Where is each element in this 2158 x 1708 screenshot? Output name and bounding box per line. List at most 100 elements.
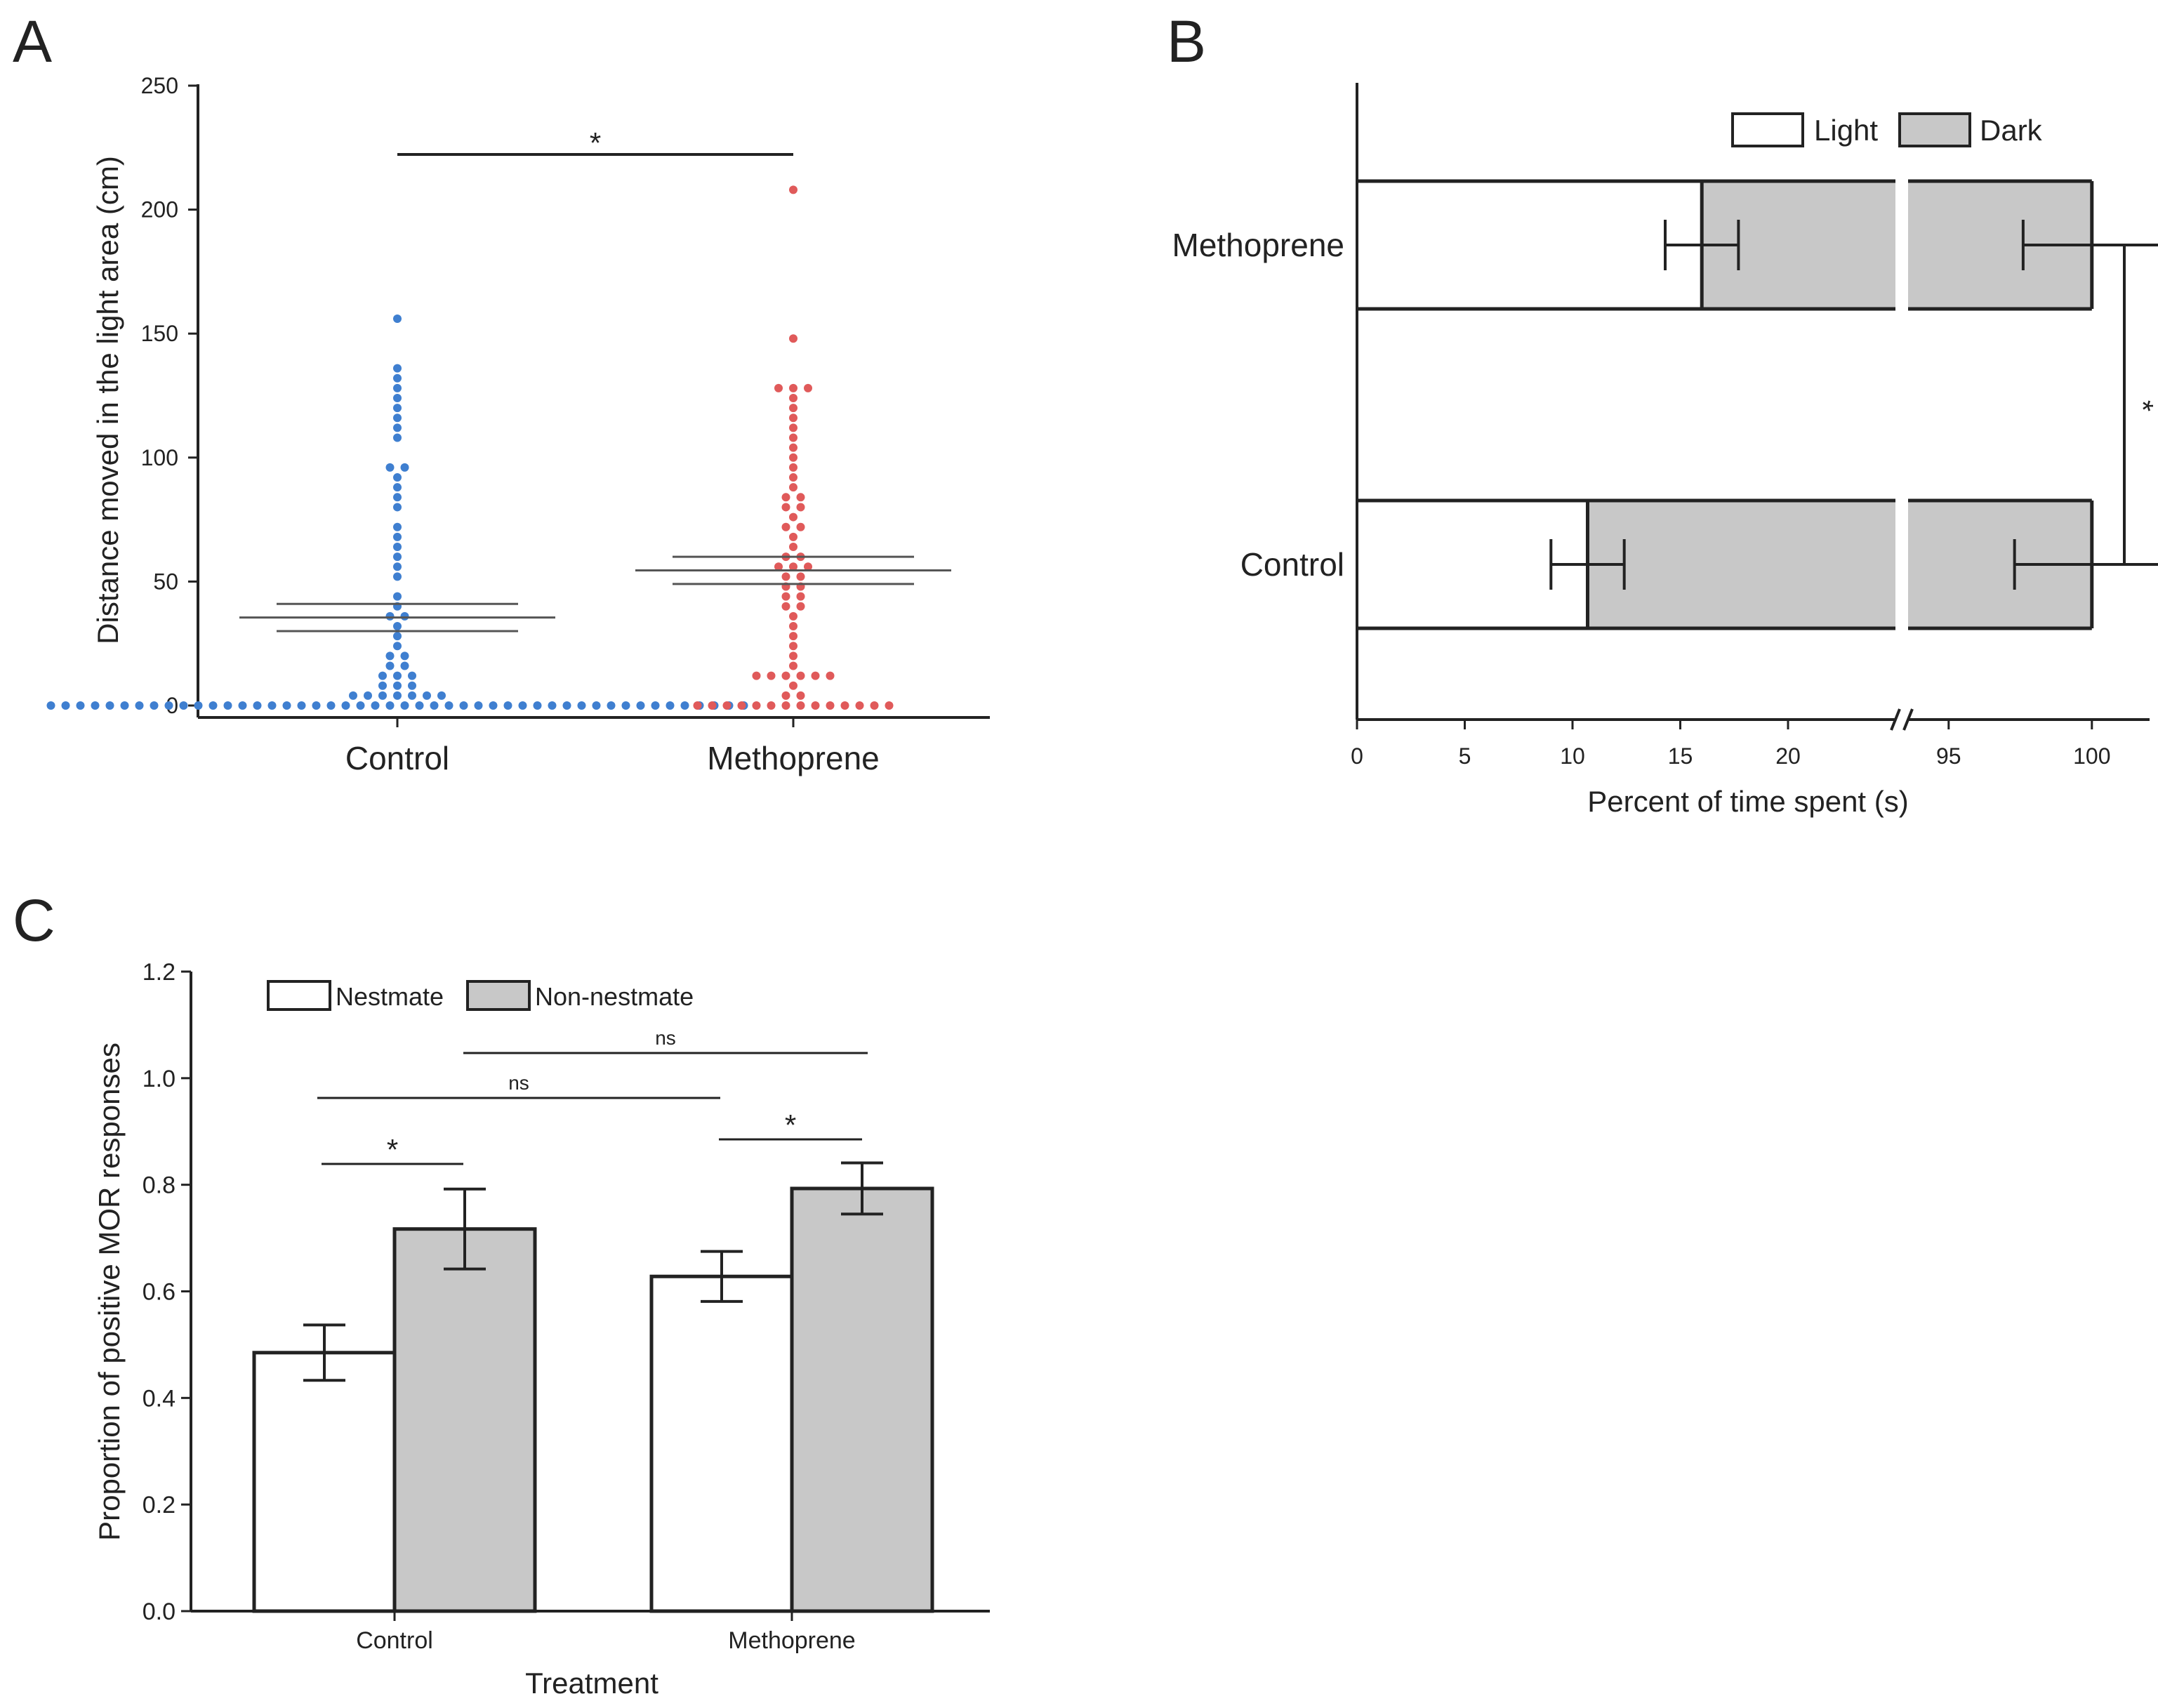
a-point-methoprene [789, 611, 797, 621]
a-point-control [46, 701, 55, 710]
c-significance-ns: ns [655, 1027, 676, 1049]
a-point-control [408, 691, 416, 700]
a-point-methoprene [789, 542, 797, 551]
a-point-control [415, 701, 424, 710]
a-point-control [385, 463, 395, 472]
a-point-control [179, 701, 188, 710]
panel-a-scatter: Distance moved in the light area (cm) 05… [46, 73, 990, 776]
b-axis-break-mark [1890, 708, 1901, 731]
a-point-control [385, 651, 395, 661]
a-point-control [400, 661, 409, 670]
a-point-control [135, 701, 144, 710]
a-point-methoprene [789, 562, 797, 571]
a-point-methoprene [774, 562, 783, 571]
a-point-control [518, 701, 527, 710]
b-significance-star: * [2126, 400, 2158, 411]
a-point-control [253, 701, 262, 710]
a-point-methoprene [789, 642, 797, 651]
a-point-control [208, 701, 218, 710]
a-point-methoprene [752, 701, 761, 710]
b-bar-light-methoprene [1358, 181, 1702, 309]
a-point-methoprene [781, 503, 790, 512]
a-y-tick-label: 150 [141, 321, 178, 346]
a-point-control [474, 701, 483, 710]
a-point-methoprene [811, 671, 820, 680]
a-point-control [393, 532, 402, 541]
a-point-control [378, 691, 387, 700]
a-point-control [223, 701, 232, 710]
a-point-methoprene [752, 671, 761, 680]
a-point-methoprene [826, 671, 835, 680]
a-x-tick-label: Methoprene [707, 740, 880, 776]
c-legend-swatch-non-nestmate [466, 980, 531, 1011]
a-point-control [393, 642, 402, 651]
a-point-methoprene [789, 394, 797, 403]
c-x-tick-label: Methoprene [728, 1627, 855, 1654]
a-point-control [548, 701, 557, 710]
a-point-control [533, 701, 542, 710]
a-point-control [393, 691, 402, 700]
c-y-tick-label: 0.4 [143, 1385, 176, 1412]
a-point-control [393, 522, 402, 531]
a-point-methoprene [767, 701, 776, 710]
c-y-tick-label: 0.2 [143, 1492, 176, 1518]
a-point-control [651, 701, 660, 710]
a-point-control [503, 701, 512, 710]
a-point-methoprene [789, 433, 797, 442]
a-point-control [607, 701, 616, 710]
a-y-tick-label: 50 [153, 569, 178, 594]
a-point-control [371, 701, 380, 710]
a-point-control [297, 701, 306, 710]
a-point-control [437, 691, 446, 700]
a-point-control [393, 493, 402, 502]
a-point-methoprene [804, 383, 812, 392]
a-point-control [385, 661, 395, 670]
a-point-control [408, 681, 416, 690]
a-point-methoprene [796, 592, 805, 601]
a-point-methoprene [722, 701, 732, 710]
a-point-methoprene [789, 681, 797, 690]
a-point-control [393, 552, 402, 562]
panel-b-stacked-bars: Percent of time spent (s) Light Dark 0 5 1… [1172, 83, 2158, 818]
a-point-methoprene [789, 473, 797, 482]
b-x-axis-label: Percent of time spent (s) [1587, 785, 1909, 818]
a-point-control [393, 562, 402, 571]
a-point-control [393, 542, 402, 551]
c-bar-nestmate-control [252, 1351, 397, 1613]
c-y-tick-label: 1.2 [143, 959, 176, 986]
a-point-methoprene [789, 453, 797, 462]
a-point-control [164, 701, 173, 710]
c-bar-non-nestmate-control [392, 1227, 537, 1613]
a-point-control [378, 681, 387, 690]
a-point-methoprene [774, 383, 783, 392]
a-point-control [385, 611, 395, 621]
c-y-tick-label: 0.0 [143, 1598, 176, 1625]
a-point-control [423, 691, 431, 700]
a-point-methoprene [693, 701, 702, 710]
a-point-control [400, 651, 409, 661]
b-legend-swatch-dark [1898, 112, 1971, 147]
b-x-tick-label: 0 [1351, 743, 1363, 769]
a-point-methoprene [796, 493, 805, 502]
a-point-methoprene [781, 701, 790, 710]
a-point-methoprene [789, 483, 797, 492]
b-category-label: Methoprene [1172, 227, 1345, 263]
a-point-control [393, 383, 402, 392]
c-x-axis-label: Treatment [525, 1667, 658, 1700]
a-point-methoprene [796, 522, 805, 531]
a-point-control [61, 701, 70, 710]
c-legend-label-non-nestmate: Non-nestmate [535, 982, 694, 1011]
a-point-control [393, 671, 402, 680]
b-bar-light-control [1358, 501, 1588, 628]
a-point-control [393, 632, 402, 641]
a-point-methoprene [789, 423, 797, 432]
a-point-methoprene [789, 532, 797, 541]
a-point-control [393, 473, 402, 482]
b-x-tick-label: 10 [1560, 743, 1585, 769]
a-y-tick-label: 100 [141, 445, 178, 470]
a-point-control [393, 681, 402, 690]
a-point-control [393, 483, 402, 492]
a-point-control [120, 701, 129, 710]
c-legend-label-nestmate: Nestmate [336, 982, 444, 1011]
a-point-methoprene [796, 503, 805, 512]
